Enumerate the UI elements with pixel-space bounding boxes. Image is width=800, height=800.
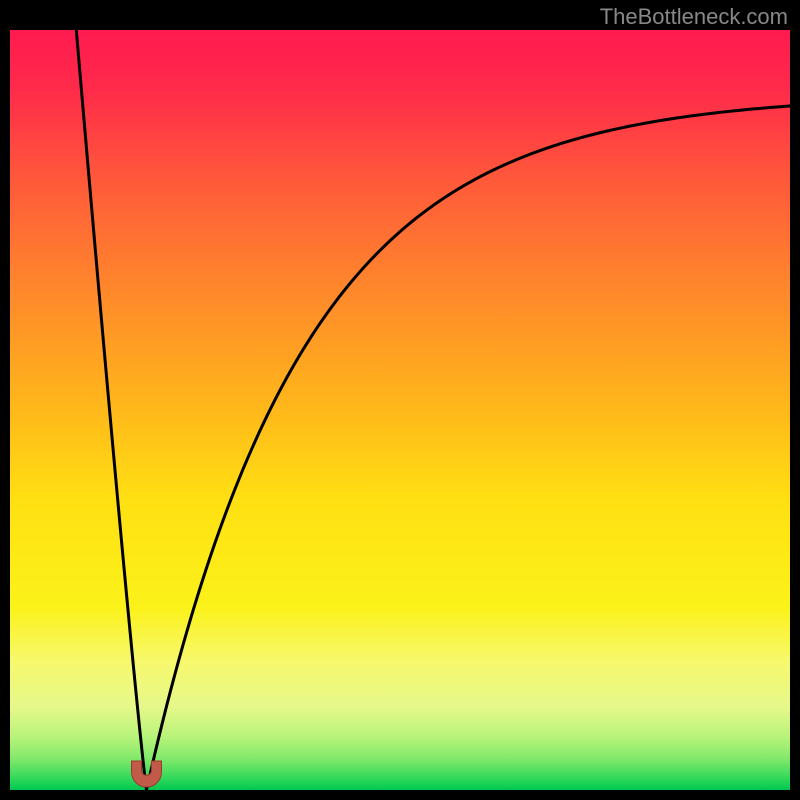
bottleneck-chart [0, 0, 800, 800]
plot-area [10, 30, 790, 790]
source-watermark: TheBottleneck.com [600, 4, 788, 30]
